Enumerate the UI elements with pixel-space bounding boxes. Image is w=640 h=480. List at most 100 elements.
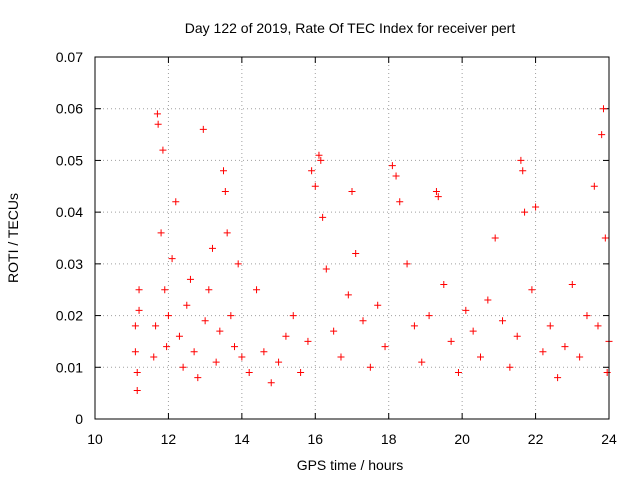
data-point [212, 358, 220, 366]
y-tick-label: 0.02 [56, 308, 83, 324]
data-point [561, 343, 569, 351]
y-tick-label: 0.01 [56, 359, 83, 375]
data-point [506, 363, 514, 371]
data-point [289, 312, 297, 320]
data-point [304, 337, 312, 345]
data-point [163, 343, 171, 351]
data-point [317, 156, 325, 164]
data-point [308, 167, 316, 175]
x-tick-label: 12 [161, 431, 177, 447]
data-point [469, 327, 477, 335]
data-point [205, 286, 213, 294]
data-point [403, 260, 411, 268]
data-point [396, 198, 404, 206]
data-point [267, 379, 275, 387]
data-point [348, 187, 356, 195]
data-point [388, 162, 396, 170]
data-point [223, 229, 231, 237]
x-tick-label: 18 [381, 431, 397, 447]
data-point [491, 234, 499, 242]
axis-ticks [94, 56, 610, 420]
data-point [601, 234, 609, 242]
y-tick-label: 0 [75, 411, 83, 427]
x-tick-label: 22 [528, 431, 544, 447]
data-point [157, 229, 165, 237]
data-point [131, 322, 139, 330]
data-point [164, 312, 172, 320]
data-point [344, 291, 352, 299]
x-axis-label: GPS time / hours [297, 457, 404, 473]
data-point [282, 332, 290, 340]
data-point [418, 358, 426, 366]
data-point [425, 312, 433, 320]
data-point [208, 244, 216, 252]
data-point [352, 250, 360, 258]
data-point [133, 368, 141, 376]
data-point [133, 387, 141, 395]
data-point [432, 187, 440, 195]
chart-title: Day 122 of 2019, Rate Of TEC Index for r… [185, 20, 516, 36]
data-point [190, 348, 198, 356]
data-point [337, 353, 345, 361]
data-point [150, 353, 158, 361]
data-point [477, 353, 484, 361]
data-point [513, 332, 521, 340]
data-point [322, 265, 330, 273]
data-point [319, 213, 327, 221]
data-point [598, 131, 606, 139]
data-point [175, 332, 183, 340]
y-axis-label: ROTI / TECUs [5, 193, 21, 283]
data-point [216, 327, 224, 335]
data-point [434, 193, 442, 201]
data-point [315, 151, 323, 159]
data-point [168, 255, 176, 263]
data-point [161, 286, 169, 294]
data-point [297, 368, 305, 376]
data-point [462, 306, 470, 314]
y-tick-labels: 0 0.01 0.02 0.03 0.04 0.05 0.06 0.07 [56, 49, 83, 427]
plot-frame [94, 56, 610, 420]
data-point [484, 296, 492, 304]
y-tick-label: 0.07 [56, 49, 83, 65]
data-points [131, 105, 613, 395]
data-point [521, 208, 529, 216]
data-point [392, 172, 400, 180]
data-point [153, 110, 161, 118]
data-point [275, 358, 283, 366]
data-point [568, 281, 576, 289]
data-point [539, 348, 547, 356]
x-tick-label: 20 [454, 431, 470, 447]
data-point [499, 317, 507, 325]
data-point [172, 198, 180, 206]
data-point [440, 281, 448, 289]
x-tick-label: 14 [234, 431, 250, 447]
data-point [410, 322, 418, 330]
data-point [199, 125, 207, 133]
data-point [454, 368, 462, 376]
x-tick-label: 24 [601, 431, 617, 447]
data-point [260, 348, 268, 356]
data-point [576, 353, 584, 361]
y-tick-label: 0.04 [56, 204, 83, 220]
data-point [330, 327, 338, 335]
data-point [231, 343, 239, 351]
data-point [238, 353, 246, 361]
data-point [528, 286, 536, 294]
data-point [253, 286, 261, 294]
data-point [194, 374, 202, 382]
data-point [554, 374, 562, 382]
data-point [245, 368, 253, 376]
data-point [234, 260, 242, 268]
data-point [381, 343, 389, 351]
data-point [201, 317, 209, 325]
data-point [183, 301, 191, 309]
x-tick-label: 16 [307, 431, 323, 447]
data-point [546, 322, 554, 330]
x-tick-label: 10 [87, 431, 103, 447]
y-tick-label: 0.03 [56, 256, 83, 272]
data-point [583, 312, 591, 320]
data-point [532, 203, 540, 211]
grid-lines [95, 57, 609, 419]
data-point [374, 301, 382, 309]
